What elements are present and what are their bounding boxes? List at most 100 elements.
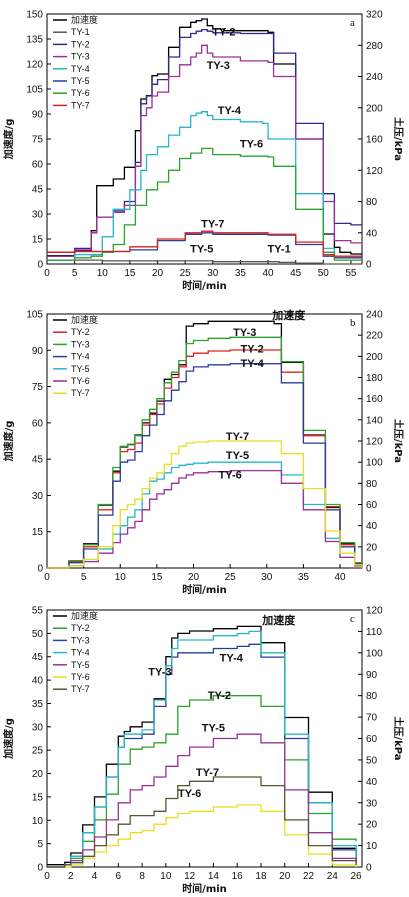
y-tick-label: 150 xyxy=(26,10,43,21)
y-tick-label: 15 xyxy=(32,527,44,538)
y2-tick-label: 240 xyxy=(366,310,383,321)
series-annotation: TY-7 xyxy=(196,767,219,779)
series-annotation: TY-2 xyxy=(212,27,235,39)
x-tick-label: 10 xyxy=(97,268,109,279)
y-tick-label: 105 xyxy=(26,310,43,321)
x-tick-label: 30 xyxy=(207,268,219,279)
y2-tick-label: 180 xyxy=(366,373,383,384)
legend-label: TY-6 xyxy=(71,88,90,98)
series-annotation: TY-1 xyxy=(267,243,290,255)
series-line-TY-3 xyxy=(47,336,363,569)
series-annotation: TY-7 xyxy=(226,431,249,443)
legend-label: TY-3 xyxy=(71,635,90,645)
y2-tick-label: 40 xyxy=(366,777,378,788)
legend: 加速度 TY-1 TY-2 TY-3 TY-4 TY-5 TY-6 TY-7 xyxy=(53,14,98,110)
x-tick-label: 5 xyxy=(72,268,78,279)
y-tick-label: 30 xyxy=(32,491,44,502)
y2-tick-label: 160 xyxy=(366,135,383,146)
series-line-TY-3 xyxy=(47,643,357,868)
series-annotation: TY-4 xyxy=(240,358,264,370)
x-tick-label: 40 xyxy=(334,572,346,583)
y-tick-label: 50 xyxy=(32,629,44,640)
series-annotation: TY-3 xyxy=(233,327,256,339)
legend-label: TY-3 xyxy=(71,52,90,62)
x-tick-label: 5 xyxy=(81,572,87,583)
y-axis-title: 加速度/g xyxy=(2,119,15,161)
y-tick-label: 120 xyxy=(26,60,43,71)
series-line-TY-6 xyxy=(47,804,357,868)
y2-tick-label: 120 xyxy=(366,606,383,617)
series-annotation: TY-4 xyxy=(218,105,242,117)
series-line-TY-6 xyxy=(47,147,362,261)
series-line-TY-3 xyxy=(47,44,362,257)
y2-tick-label: 80 xyxy=(366,691,378,702)
y-tick-label: 30 xyxy=(32,210,44,221)
y2-tick-label: 60 xyxy=(366,500,378,511)
y-tick-label: 0 xyxy=(37,863,43,874)
legend-label: 加速度 xyxy=(71,14,98,25)
y2-tick-label: 120 xyxy=(366,166,383,177)
legend-label: TY-4 xyxy=(71,64,90,74)
y2-tick-label: 320 xyxy=(366,10,383,21)
y-tick-label: 20 xyxy=(32,769,44,780)
x-tick-label: 10 xyxy=(160,871,172,882)
y-tick-label: 45 xyxy=(32,652,44,663)
panel-letter: c xyxy=(350,613,355,625)
y-tick-label: 90 xyxy=(32,110,44,121)
x-tick-label: 20 xyxy=(188,572,200,583)
series-annotation: TY-7 xyxy=(201,218,224,230)
legend-label: TY-6 xyxy=(71,376,90,386)
y-tick-label: 45 xyxy=(32,185,44,196)
series-line-TY-4 xyxy=(47,630,357,868)
legend-label: 加速度 xyxy=(71,610,98,621)
legend-label: TY-3 xyxy=(71,339,90,349)
y-tick-label: 55 xyxy=(32,606,44,617)
y2-tick-label: 220 xyxy=(366,331,383,342)
chart-panel-b: 0 5 10 15 20 25 30 35 40 0 15 30 45 60 75 90 105 0 20 40 60 8… xyxy=(2,308,405,596)
x-tick-label: 40 xyxy=(262,268,274,279)
series-annotation: TY-5 xyxy=(190,243,213,255)
x-tick-label: 20 xyxy=(279,871,291,882)
x-tick-label: 12 xyxy=(184,871,196,882)
y2-tick-label: 200 xyxy=(366,103,383,114)
series-line-TY-4 xyxy=(47,111,362,261)
series-line-加速度 xyxy=(47,320,363,569)
legend-label: TY-4 xyxy=(71,648,90,658)
series-annotation: TY-6 xyxy=(178,788,201,800)
x-tick-label: 45 xyxy=(290,268,302,279)
x-tick-label: 0 xyxy=(44,268,50,279)
y2-tick-label: 80 xyxy=(366,479,378,490)
series-annotation: 加速度 xyxy=(271,308,306,322)
y2-tick-label: 40 xyxy=(366,521,378,532)
x-tick-label: 24 xyxy=(327,871,339,882)
x-tick-label: 26 xyxy=(350,871,362,882)
series-line-TY-1 xyxy=(47,259,362,265)
x-tick-label: 20 xyxy=(152,268,164,279)
series-annotation: TY-6 xyxy=(240,138,263,150)
legend-label: TY-5 xyxy=(71,364,90,374)
y2-axis-title: 土压/kPa xyxy=(392,117,405,161)
y2-tick-label: 90 xyxy=(366,670,378,681)
plot-frame xyxy=(46,313,363,569)
x-tick-label: 50 xyxy=(318,268,330,279)
legend-label: TY-7 xyxy=(71,388,90,398)
series-line-TY-7 xyxy=(47,776,357,868)
legend-label: TY-6 xyxy=(71,672,90,682)
y-tick-label: 25 xyxy=(32,746,44,757)
chart-panel-a: 0 5 10 15 20 25 30 35 40 45 50 55 0 15 30 45 60 75 90 105 12… xyxy=(2,10,405,293)
series-annotation: TY-5 xyxy=(202,722,225,734)
y-tick-label: 15 xyxy=(32,792,44,803)
y2-tick-label: 10 xyxy=(366,841,378,852)
x-tick-label: 35 xyxy=(298,572,310,583)
y-tick-label: 75 xyxy=(32,382,44,393)
y2-tick-label: 0 xyxy=(366,260,372,271)
y-axis-title: 加速度/g xyxy=(2,421,15,463)
legend-label: 加速度 xyxy=(71,314,98,325)
y2-tick-label: 20 xyxy=(366,542,378,553)
y2-tick-label: 40 xyxy=(366,228,378,239)
x-tick-label: 4 xyxy=(92,871,98,882)
y2-tick-label: 50 xyxy=(366,755,378,766)
x-tick-label: 8 xyxy=(139,871,145,882)
legend-label: TY-2 xyxy=(71,39,90,49)
y-tick-label: 35 xyxy=(32,699,44,710)
